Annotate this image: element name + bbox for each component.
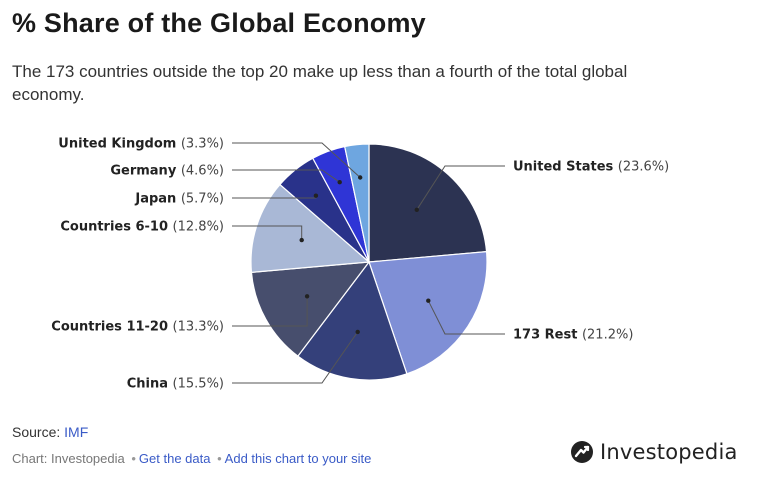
investopedia-logo-icon xyxy=(571,441,593,463)
pie-slice-china[interactable] xyxy=(297,260,408,381)
slice-label-name: 173 Rest xyxy=(513,328,582,343)
leader-dot xyxy=(304,294,310,299)
slice-label: Germany (4.6%) xyxy=(110,164,224,179)
get-data-link[interactable]: Get the data xyxy=(138,451,211,466)
pie-slices xyxy=(250,143,488,381)
leader-line xyxy=(232,169,340,183)
separator-dot: • xyxy=(131,451,136,466)
leader-dot xyxy=(313,193,319,198)
slice-label: 173 Rest (21.2%) xyxy=(513,328,633,343)
leader-dot xyxy=(358,175,363,180)
credit-line: Chart: Investopedia • Get the data • Add t… xyxy=(12,451,371,466)
pie-slice-173-rest[interactable] xyxy=(368,250,488,375)
slice-labels: United States (23.6%) 173 Rest (21.2%) Chi… xyxy=(51,137,669,392)
leader-dot xyxy=(299,237,304,243)
pie-slice-united-states[interactable] xyxy=(368,143,488,263)
slice-label-value: (4.6%) xyxy=(181,164,224,179)
credit-text: Chart: Investopedia xyxy=(12,451,125,466)
leader-line xyxy=(232,296,308,327)
source-link[interactable]: IMF xyxy=(64,424,89,440)
brand-logo: Investopedia xyxy=(570,440,738,464)
slice-label-value: (5.7%) xyxy=(181,192,224,207)
slice-label: United States (23.6%) xyxy=(513,160,669,175)
slice-label: China (15.5%) xyxy=(127,377,224,392)
slice-label-name: Germany xyxy=(110,164,180,179)
source-prefix: Source: xyxy=(12,424,65,440)
slice-label-name: China xyxy=(127,377,173,392)
slice-label-value: (13.3%) xyxy=(173,320,224,335)
brand-name: Investopedia xyxy=(600,440,738,464)
leader-dot xyxy=(426,298,431,303)
slice-label-value: (15.5%) xyxy=(173,377,224,392)
slice-label: United Kingdom (3.3%) xyxy=(58,137,224,152)
pie-slice-countries-11-20[interactable] xyxy=(250,261,371,357)
slice-label: Japan (5.7%) xyxy=(134,192,224,207)
pie-chart: United States (23.6%) 173 Rest (21.2%) Chi… xyxy=(51,137,669,392)
slice-label-value: (23.6%) xyxy=(618,160,669,175)
slice-label-name: Countries 11-20 xyxy=(51,320,172,335)
slice-label-name: Countries 6-10 xyxy=(60,220,172,235)
leader-line xyxy=(232,331,359,384)
leader-dot xyxy=(355,329,360,335)
source-line: Source: IMF xyxy=(12,424,88,440)
separator-dot: • xyxy=(217,451,222,466)
leader-line xyxy=(427,300,505,335)
pie-slice-united-kingdom[interactable] xyxy=(343,143,370,263)
slice-label-value: (12.8%) xyxy=(173,220,224,235)
leader-dot xyxy=(337,180,342,185)
slice-label-name: Japan xyxy=(134,192,180,207)
chart-subtitle: The 173 countries outside the top 20 mak… xyxy=(12,62,628,104)
leader-line xyxy=(232,225,303,241)
add-chart-link[interactable]: Add this chart to your site xyxy=(224,451,372,466)
leader-lines xyxy=(232,142,505,384)
slice-label-name: United Kingdom xyxy=(58,137,181,152)
leader-line xyxy=(416,165,505,211)
slice-label: Countries 11-20 (13.3%) xyxy=(51,320,224,335)
slice-label-value: (21.2%) xyxy=(582,328,633,343)
slice-label: Countries 6-10 (12.8%) xyxy=(60,220,224,235)
slice-label-value: (3.3%) xyxy=(181,137,224,152)
leader-line xyxy=(232,142,361,178)
slice-label-name: United States xyxy=(513,160,618,175)
leader-dot xyxy=(414,207,419,212)
chart-title: % Share of the Global Economy xyxy=(12,8,426,38)
